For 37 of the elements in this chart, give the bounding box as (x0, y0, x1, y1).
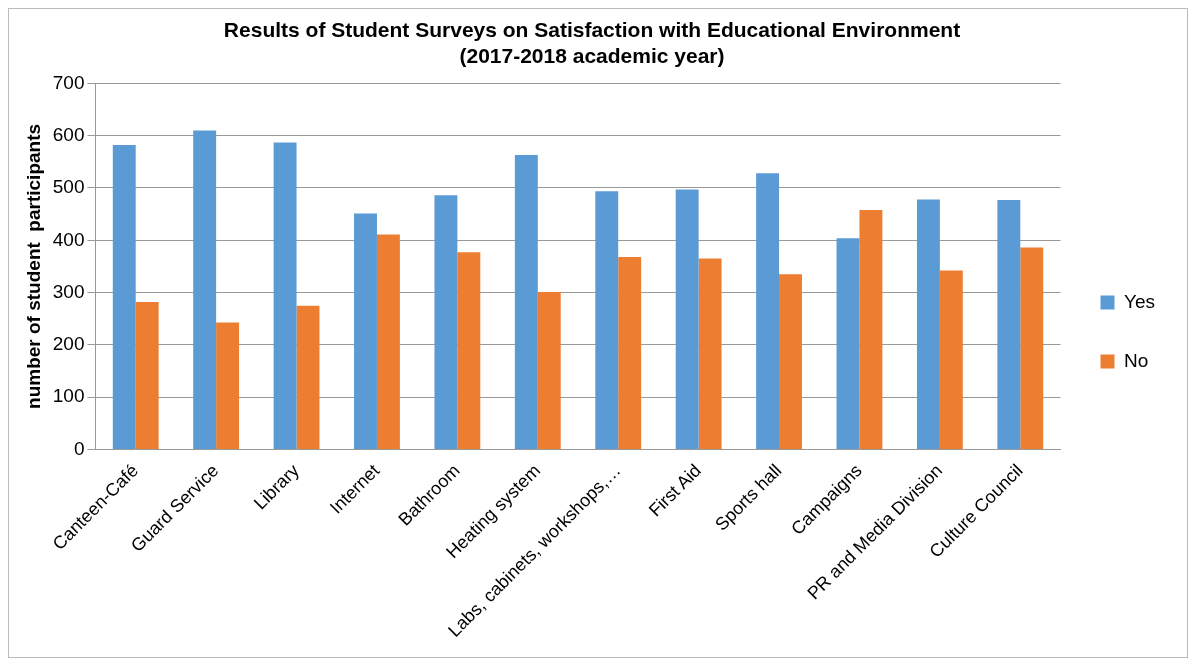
bar (675, 189, 699, 449)
bar (457, 252, 481, 449)
text: Results of Student Surveys on Satisfaction with Educational Environment (223, 18, 961, 42)
bar (939, 270, 963, 449)
bar (216, 322, 240, 449)
bar (698, 258, 722, 449)
bar (193, 130, 217, 449)
bar (1020, 247, 1044, 449)
y-tick-label: 100 (52, 385, 85, 407)
bar (595, 191, 619, 449)
bar (859, 209, 883, 449)
y-tick-label: 700 (52, 71, 85, 93)
y-axis-title: number of student participants (22, 123, 44, 409)
bar (836, 238, 860, 449)
legend-label: Yes (1124, 290, 1155, 312)
bar (916, 199, 940, 449)
bar (376, 234, 400, 449)
bar (514, 155, 538, 449)
bar (112, 145, 136, 449)
bar (997, 200, 1021, 449)
y-tick-label: 600 (52, 123, 85, 145)
y-tick-label: 300 (52, 280, 85, 302)
bar (354, 213, 377, 449)
y-tick-label: 400 (52, 228, 85, 250)
y-tick-label: 500 (52, 176, 85, 198)
bar (135, 302, 159, 449)
legend-label: No (1124, 349, 1149, 371)
y-tick-label: 200 (52, 333, 85, 355)
bar (434, 195, 458, 449)
y-tick-label: 0 (73, 437, 85, 459)
bar (537, 292, 561, 449)
bar (618, 257, 642, 449)
bar (296, 305, 320, 449)
text: (2017-2018 academic year) (459, 43, 725, 67)
bar (779, 274, 802, 449)
bar (273, 142, 297, 449)
bar (756, 173, 780, 449)
